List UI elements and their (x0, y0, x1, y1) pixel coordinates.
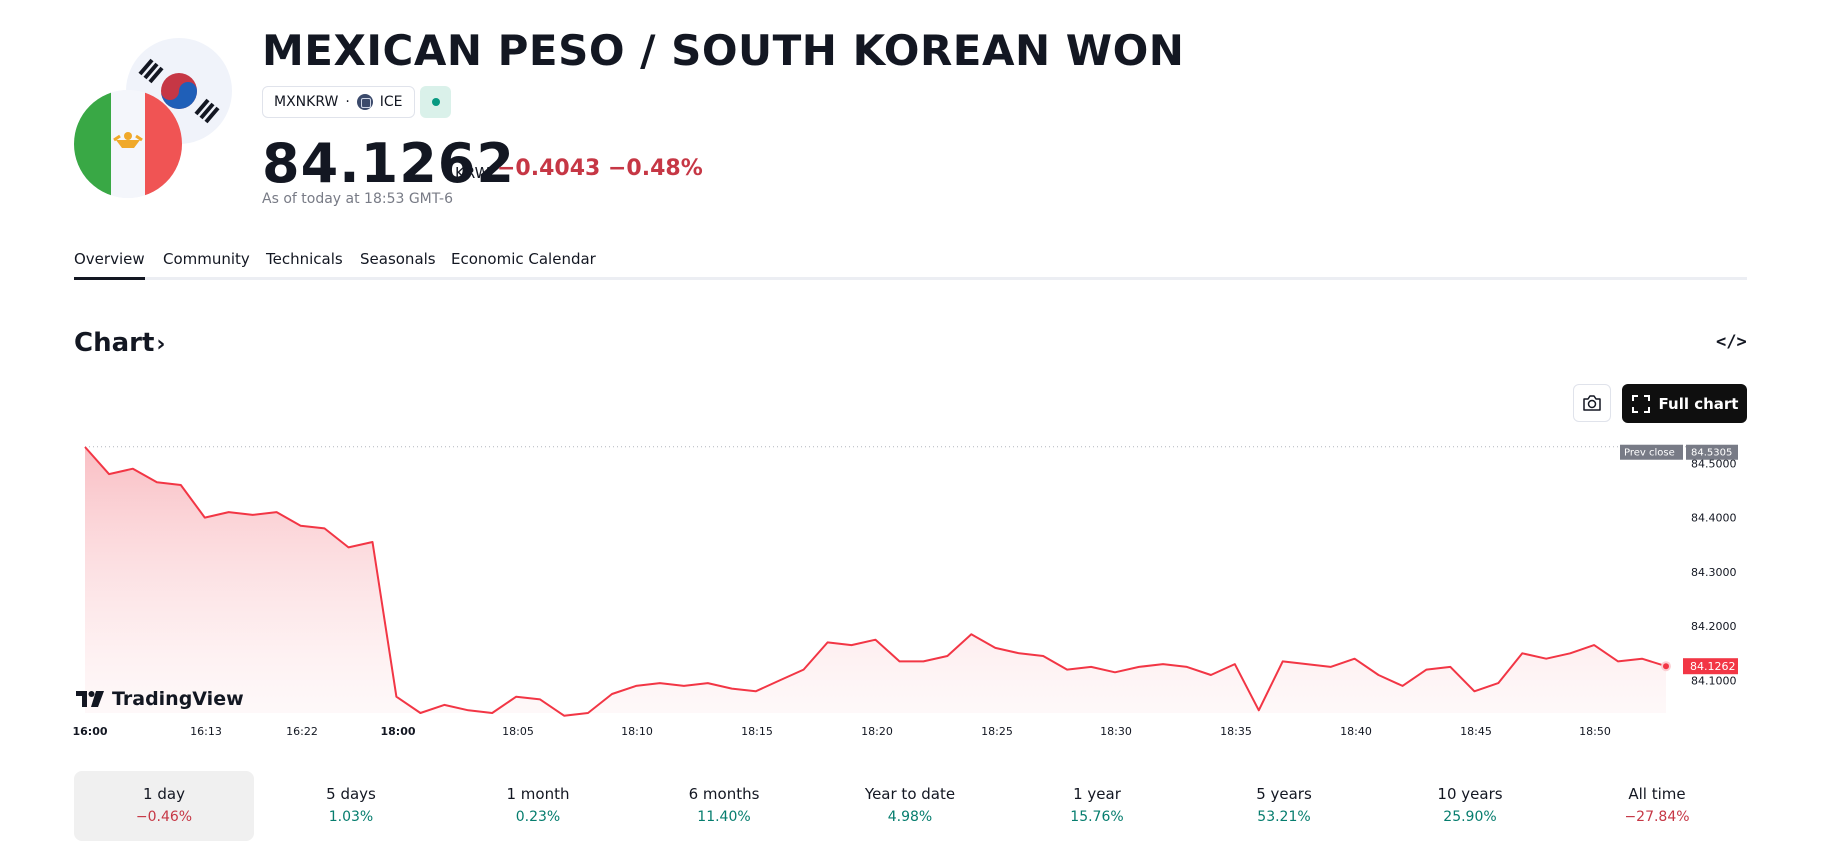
tab-seasonals[interactable]: Seasonals (360, 250, 436, 268)
ticker-symbol: MXNKRW (274, 94, 339, 110)
x-tick-label: 18:50 (1579, 725, 1611, 738)
tradingview-logo-icon (76, 691, 104, 707)
mexico-flag-icon (74, 90, 182, 198)
x-tick-label: 18:40 (1340, 725, 1372, 738)
y-tick-label: 84.5000 (1691, 457, 1737, 470)
period-label: 6 months (688, 785, 760, 803)
tab-technicals[interactable]: Technicals (266, 250, 343, 268)
period-change: 53.21% (1257, 809, 1311, 825)
snapshot-button[interactable] (1573, 384, 1611, 422)
period-change: −0.46% (135, 809, 193, 825)
price-line (84, 446, 1667, 717)
y-tick-label: 84.1000 (1691, 674, 1737, 687)
period-label: 10 years (1437, 785, 1503, 803)
x-tick-label: 18:00 (380, 725, 415, 738)
x-tick-label: 18:25 (981, 725, 1013, 738)
period-change: 11.40% (697, 809, 751, 825)
page-title: MEXICAN PESO / SOUTH KOREAN WON (262, 26, 1185, 75)
ticker-exchange-pill[interactable]: MXNKRW · ICE (262, 86, 415, 118)
period-5-years[interactable]: 5 years 53.21% (1194, 771, 1374, 841)
period-10-years[interactable]: 10 years 25.90% (1380, 771, 1560, 841)
chart-heading-link[interactable]: Chart› (74, 328, 165, 358)
period-label: 1 year (1073, 785, 1121, 803)
y-tick-label: 84.4000 (1691, 512, 1737, 525)
full-chart-button[interactable]: Full chart (1622, 384, 1747, 423)
period-all-time[interactable]: All time −27.84% (1567, 771, 1747, 841)
market-status-badge[interactable] (420, 86, 451, 118)
period-6-months[interactable]: 6 months 11.40% (634, 771, 814, 841)
exchange-name: ICE (379, 94, 403, 110)
period-1-month[interactable]: 1 month 0.23% (448, 771, 628, 841)
period-year-to-date[interactable]: Year to date 4.98% (820, 771, 1000, 841)
x-tick-label: 16:00 (72, 725, 107, 738)
exchange-icon (356, 94, 373, 110)
embed-code-icon[interactable]: </> (1716, 332, 1747, 352)
last-price: 84.1262 (262, 132, 515, 195)
last-price-tag: 84.1262 (1690, 660, 1736, 673)
x-tick-label: 18:30 (1100, 725, 1132, 738)
period-label: 1 day (143, 785, 185, 803)
prev-close-label-bg (1620, 444, 1683, 460)
tradingview-wordmark: TradingView (112, 688, 244, 710)
period-change: 1.03% (328, 809, 374, 825)
section-tabs: Overview Community Technicals Seasonals … (74, 250, 1747, 280)
currency-flags (74, 38, 234, 198)
fullscreen-icon (1631, 394, 1650, 413)
as-of-timestamp: As of today at 18:53 GMT-6 (262, 191, 453, 207)
x-tick-label: 18:05 (502, 725, 534, 738)
chevron-right-icon: › (156, 332, 166, 357)
price-chart[interactable]: 84.5000 84.4000 84.3000 84.2000 84.1000 Prev … (0, 0, 1842, 760)
period-1-year[interactable]: 1 year 15.76% (1007, 771, 1187, 841)
period-label: Year to date (864, 785, 956, 803)
period-label: 5 days (326, 785, 376, 803)
y-tick-label: 84.2000 (1691, 620, 1737, 633)
x-tick-label: 18:35 (1220, 725, 1252, 738)
tab-community[interactable]: Community (163, 250, 250, 268)
period-label: All time (1628, 785, 1686, 803)
last-point-marker (1663, 663, 1669, 670)
camera-icon (1583, 395, 1601, 411)
last-price-tag-bg (1683, 658, 1738, 675)
y-tick-label: 84.3000 (1691, 566, 1737, 579)
prev-close-value-bg (1686, 444, 1738, 460)
tradingview-logo[interactable]: TradingView (76, 688, 244, 710)
period-5-days[interactable]: 5 days 1.03% (261, 771, 441, 841)
prev-close-value: 84.5305 (1691, 448, 1732, 459)
market-open-dot-icon (431, 98, 440, 106)
period-change: 15.76% (1070, 809, 1124, 825)
x-tick-label: 16:22 (286, 725, 318, 738)
x-tick-label: 16:13 (190, 725, 222, 738)
full-chart-label: Full chart (1658, 394, 1739, 413)
price-change: −0.4043 −0.48% (497, 156, 703, 181)
tab-economic-calendar[interactable]: Economic Calendar (451, 250, 596, 268)
price-currency: KRW (455, 164, 490, 182)
period-label: 5 years (1256, 785, 1312, 803)
x-tick-label: 18:10 (621, 725, 653, 738)
prev-close-label: Prev close (1624, 448, 1675, 459)
chart-heading-text: Chart (74, 328, 155, 358)
x-tick-label: 18:20 (861, 725, 893, 738)
performance-periods: 1 day −0.46% 5 days 1.03% 1 month 0.23% … (74, 771, 1747, 841)
period-label: 1 month (506, 785, 570, 803)
ticker-separator: · (345, 94, 350, 110)
period-change: 25.90% (1443, 809, 1497, 825)
price-area (85, 447, 1666, 716)
period-change: 0.23% (515, 809, 561, 825)
tab-overview[interactable]: Overview (74, 250, 145, 280)
x-tick-label: 18:15 (741, 725, 773, 738)
period-change: 4.98% (887, 809, 933, 825)
period-change: −27.84% (1624, 809, 1690, 825)
x-tick-label: 18:45 (1460, 725, 1492, 738)
period-1-day[interactable]: 1 day −0.46% (74, 771, 254, 841)
